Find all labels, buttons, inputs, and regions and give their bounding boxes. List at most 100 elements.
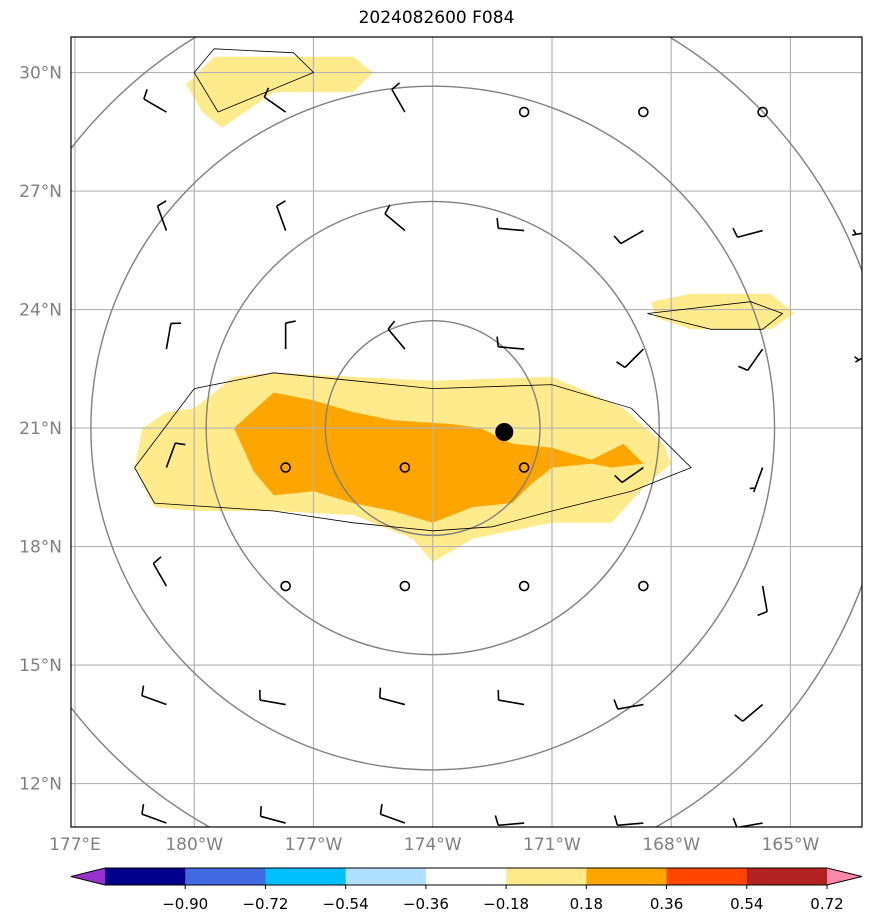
colorbar-segment xyxy=(425,868,507,885)
wind-barb xyxy=(854,356,862,363)
wind-barb-feather xyxy=(276,200,286,207)
wind-barb xyxy=(852,229,862,236)
latitude-tick-label: 27°N xyxy=(19,182,62,202)
colorbar-tick-label: −0.54 xyxy=(323,895,369,913)
wind-barb xyxy=(384,204,406,232)
wind-barb-shaft xyxy=(617,822,644,827)
colorbar-tick-label: −0.18 xyxy=(483,895,529,913)
calm-wind-circle xyxy=(280,580,291,592)
wind-barb-feather xyxy=(734,714,744,722)
wind-barb-shaft xyxy=(737,229,763,239)
longitude-labels: 177°E 180°W 177°W 174°W 171°W 168°W 165°W xyxy=(49,835,819,855)
calm-wind-circle xyxy=(518,580,530,592)
wind-barb xyxy=(496,218,525,232)
wind-barb xyxy=(732,227,763,239)
wind-barb xyxy=(165,322,182,350)
colorbar: −0.90 −0.72 −0.54 −0.36 −0.18 0.18 0.36 0.54 0.7… xyxy=(70,867,863,913)
latitude-tick-label: 18°N xyxy=(19,538,62,558)
wind-barb xyxy=(165,442,186,468)
wind-barb-shaft xyxy=(391,89,406,113)
wind-barb-feather xyxy=(854,356,860,361)
colorbar-extend-low xyxy=(71,868,105,885)
colorbar-tick-label: −0.90 xyxy=(162,895,208,913)
longitude-tick-label: 180°W xyxy=(165,835,223,855)
longitude-tick-label: 168°W xyxy=(642,835,700,855)
wind-barb xyxy=(378,687,406,706)
colorbar-tick-label: 0.72 xyxy=(810,895,843,913)
colorbar-segment xyxy=(666,868,748,885)
wind-barb xyxy=(616,348,644,369)
calm-wind-circle xyxy=(518,106,530,118)
contour-line xyxy=(647,301,784,330)
wind-barb-shaft xyxy=(498,345,525,350)
plot-title: 2024082600 F084 xyxy=(358,8,515,28)
colorbar-segment xyxy=(105,868,186,885)
calm-wind-circle xyxy=(399,580,411,592)
wind-barb-feather xyxy=(496,336,500,347)
wind-barb-shaft xyxy=(165,442,177,468)
wind-barb-feather xyxy=(494,815,500,826)
longitude-tick-label: 177°W xyxy=(285,835,343,855)
wind-barb-feather xyxy=(141,803,145,815)
wind-barb-feather xyxy=(732,817,738,827)
wind-barb xyxy=(613,815,644,827)
longitude-tick-label: 165°W xyxy=(762,835,820,855)
colorbar-segment xyxy=(746,868,828,885)
calm-wind-circle xyxy=(757,106,768,118)
wind-barb-feather xyxy=(616,361,626,369)
wind-barb-feather xyxy=(285,320,296,324)
contour-line xyxy=(193,48,315,113)
wind-barb-shaft xyxy=(624,348,644,369)
colorbar-tick-label: 0.36 xyxy=(650,895,683,913)
shaded-region xyxy=(651,293,795,330)
colorbar-segment xyxy=(506,868,587,885)
wind-barb-feather xyxy=(613,235,622,245)
wind-barb-shaft xyxy=(384,213,406,232)
longitude-tick-label: 177°E xyxy=(49,835,101,855)
wind-barb-feather xyxy=(141,685,145,696)
wind-barb xyxy=(141,685,167,706)
wind-barb-shaft xyxy=(152,563,168,587)
wind-barb-feather xyxy=(613,815,619,826)
wind-barb xyxy=(141,803,167,824)
wind-barb xyxy=(613,229,644,245)
wind-barb-feather xyxy=(852,229,857,235)
colorbar-segment xyxy=(345,868,427,885)
wind-barb-shaft xyxy=(263,96,287,113)
wind-barb-feather xyxy=(259,806,262,817)
wind-barb-feather xyxy=(738,365,749,372)
wind-barb xyxy=(143,89,167,113)
calm-wind-circle xyxy=(638,106,649,118)
wind-barb xyxy=(734,703,764,722)
wind-barb-feather xyxy=(387,320,396,330)
wind-barb-shaft xyxy=(498,227,525,232)
wind-barb-shaft xyxy=(259,699,286,706)
wind-barb xyxy=(152,556,168,587)
wind-barb-shaft xyxy=(498,822,525,827)
wind-barb-feather xyxy=(157,200,167,207)
colorbar-tick-label: −0.36 xyxy=(403,895,449,913)
wind-barb-shaft xyxy=(260,815,286,824)
range-ring xyxy=(205,200,660,656)
wind-barb-feather xyxy=(757,610,768,617)
colorbar-extend-high xyxy=(827,868,862,885)
colorbar-outline xyxy=(70,867,863,886)
wind-barb-feather xyxy=(732,227,739,238)
wind-barb-shaft xyxy=(852,232,862,236)
colorbar-tick-label: 0.54 xyxy=(730,895,763,913)
wind-barb xyxy=(613,699,644,710)
wind-barb xyxy=(496,336,525,350)
contour-outlines xyxy=(134,48,784,532)
wind-barb-feather xyxy=(613,699,619,710)
contour-line xyxy=(134,372,692,532)
wind-barb-shaft xyxy=(752,467,764,493)
wind-barb-shaft xyxy=(275,205,287,231)
range-ring xyxy=(324,320,541,537)
wind-barb-feather xyxy=(614,474,623,484)
wind-barb-feather xyxy=(379,803,383,815)
calm-wind-circle xyxy=(280,462,291,473)
wind-barb xyxy=(259,806,286,824)
wind-barb-feather xyxy=(143,89,148,100)
